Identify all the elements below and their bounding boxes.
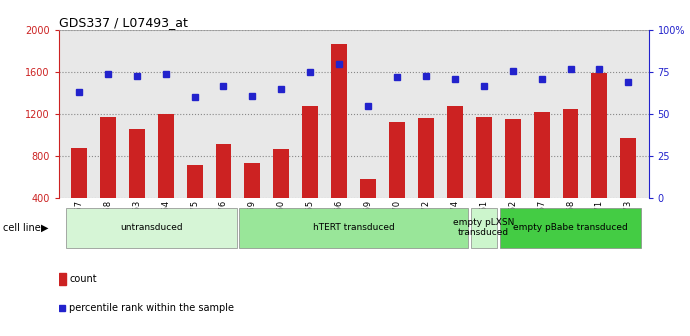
- Bar: [360, 179, 376, 198]
- FancyBboxPatch shape: [500, 208, 642, 248]
- Bar: [158, 114, 174, 198]
- Text: GDS337 / L07493_at: GDS337 / L07493_at: [59, 16, 188, 29]
- Bar: [447, 106, 463, 198]
- FancyBboxPatch shape: [471, 208, 497, 248]
- FancyBboxPatch shape: [66, 208, 237, 248]
- Bar: [331, 44, 347, 198]
- Bar: [129, 129, 145, 198]
- Bar: [244, 163, 260, 198]
- Bar: [186, 165, 203, 198]
- Text: untransduced: untransduced: [120, 223, 182, 232]
- Text: percentile rank within the sample: percentile rank within the sample: [69, 303, 235, 313]
- Bar: [100, 117, 116, 198]
- Bar: [273, 149, 289, 198]
- Bar: [620, 138, 636, 198]
- Text: count: count: [69, 274, 97, 284]
- Text: cell line: cell line: [3, 223, 41, 233]
- Bar: [504, 120, 521, 198]
- Bar: [71, 148, 87, 198]
- Bar: [302, 106, 318, 198]
- Bar: [533, 112, 549, 198]
- Bar: [59, 273, 66, 286]
- Bar: [562, 109, 578, 198]
- Bar: [418, 119, 434, 198]
- Text: empty pBabe transduced: empty pBabe transduced: [513, 223, 628, 232]
- Bar: [215, 144, 231, 198]
- Bar: [591, 73, 607, 198]
- Text: empty pLXSN
transduced: empty pLXSN transduced: [453, 218, 515, 237]
- FancyBboxPatch shape: [239, 208, 468, 248]
- Bar: [476, 117, 492, 198]
- Text: hTERT transduced: hTERT transduced: [313, 223, 395, 232]
- Text: ▶: ▶: [41, 223, 49, 233]
- Bar: [389, 122, 405, 198]
